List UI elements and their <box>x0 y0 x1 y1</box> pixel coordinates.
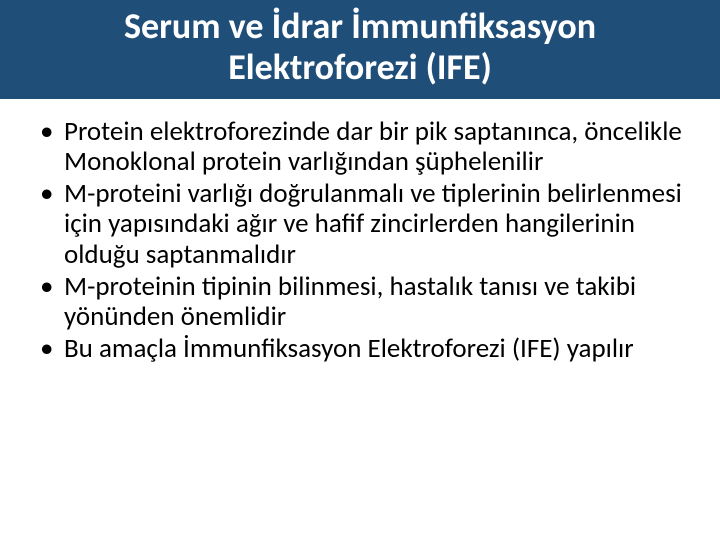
bullet-item: Protein elektroforezinde dar bir pik sap… <box>34 117 686 177</box>
title-band: Serum ve İdrar İmmunfiksasyon Elektrofor… <box>0 0 720 99</box>
bullet-list: Protein elektroforezinde dar bir pik sap… <box>34 117 686 365</box>
slide-title-line2: Elektroforezi (IFE) <box>40 47 680 88</box>
bullet-item: M-proteinin tipinin bilinmesi, hastalık … <box>34 272 686 332</box>
slide-body: Protein elektroforezinde dar bir pik sap… <box>0 99 720 365</box>
bullet-item: Bu amaçla İmmunfiksasyon Elektroforezi (… <box>34 334 686 364</box>
slide-title-line1: Serum ve İdrar İmmunfiksasyon <box>40 6 680 47</box>
slide: Serum ve İdrar İmmunfiksasyon Elektrofor… <box>0 0 720 540</box>
bullet-item: M-proteini varlığı doğrulanmalı ve tiple… <box>34 179 686 270</box>
